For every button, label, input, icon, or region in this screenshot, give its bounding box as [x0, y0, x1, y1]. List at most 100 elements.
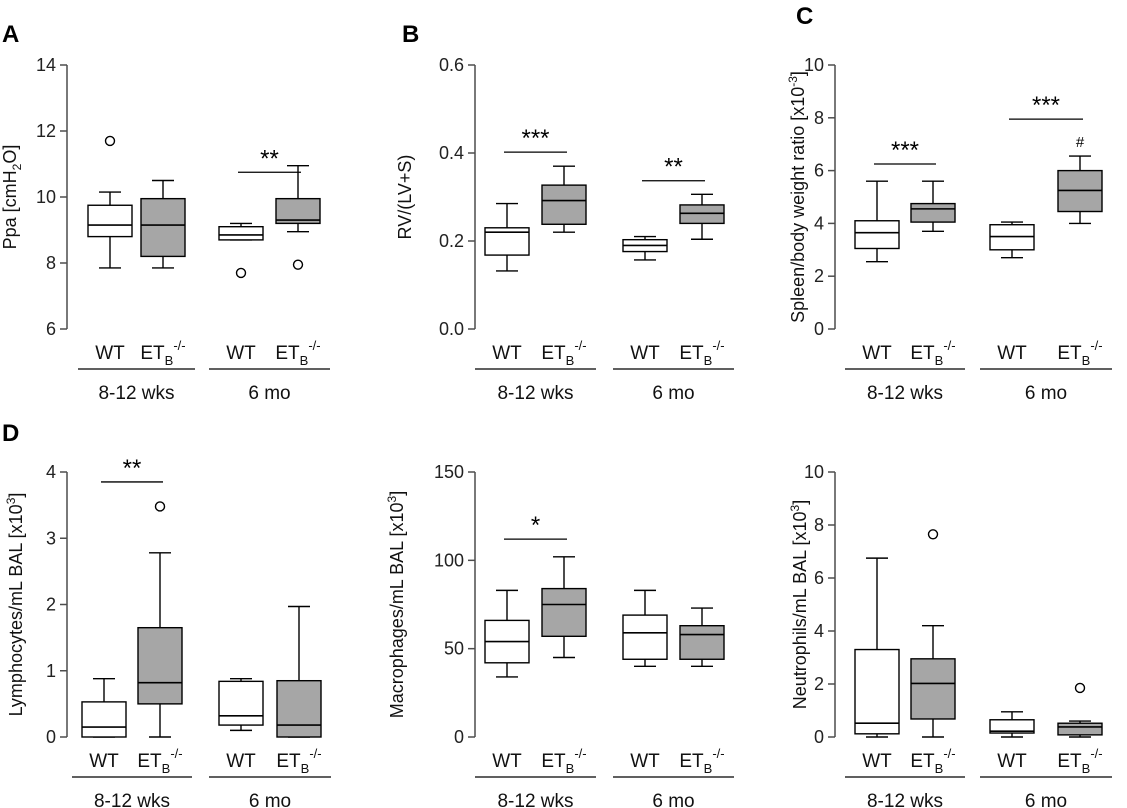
x-tick-label-main: ET	[541, 343, 566, 364]
y-tick-label: 50	[444, 639, 464, 659]
y-axis-label-suffix: O]	[0, 145, 20, 164]
group-label: 6 mo	[652, 791, 694, 808]
box-wt-6mo	[218, 222, 264, 279]
outlier-point	[104, 135, 116, 147]
x-tick-label-sub: B	[162, 761, 171, 776]
y-axis-label-text: Neutrophils/mL BAL [x10	[790, 511, 810, 709]
y-axis-label-sub: 2	[10, 163, 24, 170]
x-tick-label-main: ET	[276, 751, 301, 772]
box-etb-ko-8-12wks	[137, 501, 183, 738]
box-iqr	[275, 197, 321, 225]
box-wt-6mo	[622, 589, 668, 668]
box-iqr	[854, 220, 900, 250]
box-iqr	[1057, 722, 1103, 736]
x-tick-label: WT	[226, 751, 256, 772]
y-tick-label: 100	[434, 550, 464, 570]
x-tick-label: WT	[997, 751, 1027, 772]
x-tick-label-main: ET	[910, 751, 935, 772]
group-label: 6 mo	[248, 383, 290, 404]
y-tick-label: 2	[814, 266, 824, 286]
y-axis-label-sup: 3	[385, 495, 399, 502]
x-tick-label-sub: B	[704, 761, 713, 776]
group-label: 6 mo	[652, 383, 694, 404]
x-tick-label-main: WT	[997, 751, 1027, 772]
significance-stars: **	[664, 154, 683, 181]
x-tick-label-sup: -/-	[1090, 338, 1102, 353]
panel-letter: C	[796, 3, 813, 30]
box-iqr	[989, 719, 1035, 734]
y-tick-label: 10	[36, 187, 56, 207]
y-tick-label: 0.2	[439, 231, 464, 251]
x-tick-label: WT	[862, 751, 892, 772]
x-tick-label-main: WT	[997, 343, 1027, 364]
group-label: 8-12 wks	[497, 791, 573, 808]
y-tick-label: 4	[814, 621, 824, 641]
x-tick-label: WT	[862, 343, 892, 364]
x-tick-label: WT	[492, 751, 522, 772]
y-axis-label-sup: 3	[788, 504, 802, 511]
x-tick-label: ETB-/-	[1057, 338, 1102, 368]
y-tick-label: 0.6	[439, 55, 464, 75]
y-tick-label: 6	[814, 568, 824, 588]
x-tick-label: WT	[226, 343, 256, 364]
x-tick-label-main: WT	[226, 343, 256, 364]
box-etb-ko-6mo	[276, 605, 322, 738]
group-label: 6 mo	[1025, 791, 1067, 808]
panel-letter: A	[2, 21, 19, 48]
group-label: 8-12 wks	[98, 383, 174, 404]
y-axis-label: Macrophages/mL BAL [x103]	[385, 491, 407, 718]
box-etb-ko-6mo	[1057, 155, 1103, 225]
x-tick-label-main: ET	[1057, 343, 1082, 364]
x-tick-label-sub: B	[1082, 353, 1091, 368]
outlier-point	[154, 501, 166, 512]
y-axis-label-text: Ppa [cmH	[0, 170, 20, 249]
y-axis-label: Lymphocytes/mL BAL [x103]	[4, 493, 26, 717]
x-tick-label-main: WT	[226, 751, 256, 772]
x-tick-label: ETB-/-	[541, 746, 586, 776]
x-tick-label-main: WT	[862, 751, 892, 772]
x-tick-label-sup: -/-	[309, 746, 321, 761]
box-etb-ko-6mo	[679, 193, 725, 240]
y-axis-label-text: Macrophages/mL BAL [x10	[387, 502, 407, 718]
y-tick-label: 0	[46, 727, 56, 747]
x-tick-label-sup: -/-	[943, 746, 955, 761]
x-tick-label: ETB-/-	[679, 746, 724, 776]
outlier-point	[235, 267, 247, 279]
x-tick-label-sup: -/-	[943, 338, 955, 353]
significance-stars: **	[123, 455, 142, 482]
box-wt-8-12wks	[484, 202, 530, 272]
x-tick-label: WT	[630, 343, 660, 364]
y-tick-label: 150	[434, 462, 464, 482]
group-label: 6 mo	[1025, 383, 1067, 404]
x-tick-label: ETB-/-	[910, 338, 955, 368]
outlier-point	[292, 259, 304, 270]
y-axis-label: Ppa [cmH2O]	[0, 145, 24, 250]
group-label: 8-12 wks	[867, 791, 943, 808]
y-axis-label-suffix: ]	[790, 500, 810, 505]
x-tick-label-sup: -/-	[574, 746, 586, 761]
y-tick-label: 1	[46, 661, 56, 681]
box-etb-ko-8-12wks	[910, 529, 956, 738]
box-etb-ko-8-12wks	[140, 179, 186, 269]
box-wt-8-12wks	[87, 135, 133, 269]
significance-stars: ***	[521, 125, 549, 152]
panel-letter: B	[402, 21, 419, 48]
y-axis-label-suffix: ]	[6, 493, 26, 498]
x-tick-label-sub: B	[566, 353, 575, 368]
x-tick-label-main: ET	[140, 343, 165, 364]
y-axis-label-text: Spleen/body weight ratio [x10	[788, 87, 808, 323]
y-tick-label: 10	[804, 462, 824, 482]
box-wt-6mo	[989, 711, 1035, 738]
x-tick-label-sub: B	[935, 761, 944, 776]
y-tick-label: 8	[46, 253, 56, 273]
x-tick-label-main: WT	[492, 751, 522, 772]
box-wt-6mo	[989, 221, 1035, 259]
x-tick-label-sup: -/-	[712, 746, 724, 761]
y-tick-label: 8	[814, 108, 824, 128]
box-etb-ko-6mo	[275, 164, 321, 270]
x-tick-label-main: ET	[137, 751, 162, 772]
x-tick-label: WT	[89, 751, 119, 772]
